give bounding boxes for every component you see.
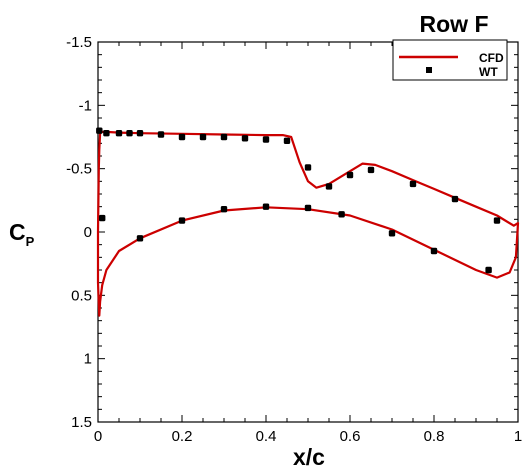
legend-label-cfd: CFD [479,51,504,65]
y-tick-label: -0.5 [66,161,92,178]
y-tick-label: 1 [84,351,92,368]
wt-point [157,131,165,138]
legend-label-wt: WT [479,65,498,79]
wt-point [430,247,438,255]
y-tick-label: -1.5 [66,34,92,51]
wt-point [485,266,492,274]
y-tick-label: -1 [79,97,92,114]
y-axis-title-main: C [9,219,26,245]
wt-point [136,130,144,137]
x-axis-title: x/c [293,444,325,470]
y-tick-label: 0.5 [71,287,92,304]
x-tick-label: 0.8 [424,428,445,445]
wt-point [126,130,133,137]
wt-point [346,171,354,179]
wt-point [283,137,291,144]
wt-point [136,235,144,242]
wt-point [367,166,375,174]
wt-point [96,127,103,134]
axes: 0 0.2 0.4 0.6 0.8 1 -1.5 -1 -0.5 0 0.5 1 1.5 [66,34,522,445]
legend-box [392,39,508,81]
x-tick-label: 0.4 [256,428,277,445]
cfd-line [96,130,520,317]
x-tick-label: 0.2 [172,428,193,445]
wt-point [388,230,396,237]
wt-point [199,133,207,141]
legend-wt-marker [426,67,432,73]
wt-point [220,206,228,213]
plot-frame [97,41,519,423]
y-tick-label: 1.5 [71,414,92,431]
wt-point [493,217,501,224]
wt-point [178,133,186,141]
wt-point [220,133,228,141]
wt-point [338,211,345,218]
wt-point [178,217,186,224]
x-tick-label: 1 [514,428,522,445]
wt-point [262,203,270,210]
x-tick-label: 0 [94,428,102,445]
y-tick-label: 0 [84,224,92,241]
wt-point [451,195,459,203]
wt-point [103,130,110,137]
wt-point [115,130,123,137]
y-axis-title-sub: P [26,234,35,249]
legend: CFD WT [392,39,508,81]
wt-point [325,183,333,190]
wt-point [304,204,312,212]
wt-point [304,164,312,171]
wt-point [262,136,270,143]
y-axis-title: CP [9,219,35,249]
wt-point [99,214,106,222]
x-tick-label: 0.6 [340,428,361,445]
wt-point [241,135,249,142]
wt-point [409,180,417,188]
chart-title: Row F [420,11,489,37]
plot-area [96,127,520,317]
